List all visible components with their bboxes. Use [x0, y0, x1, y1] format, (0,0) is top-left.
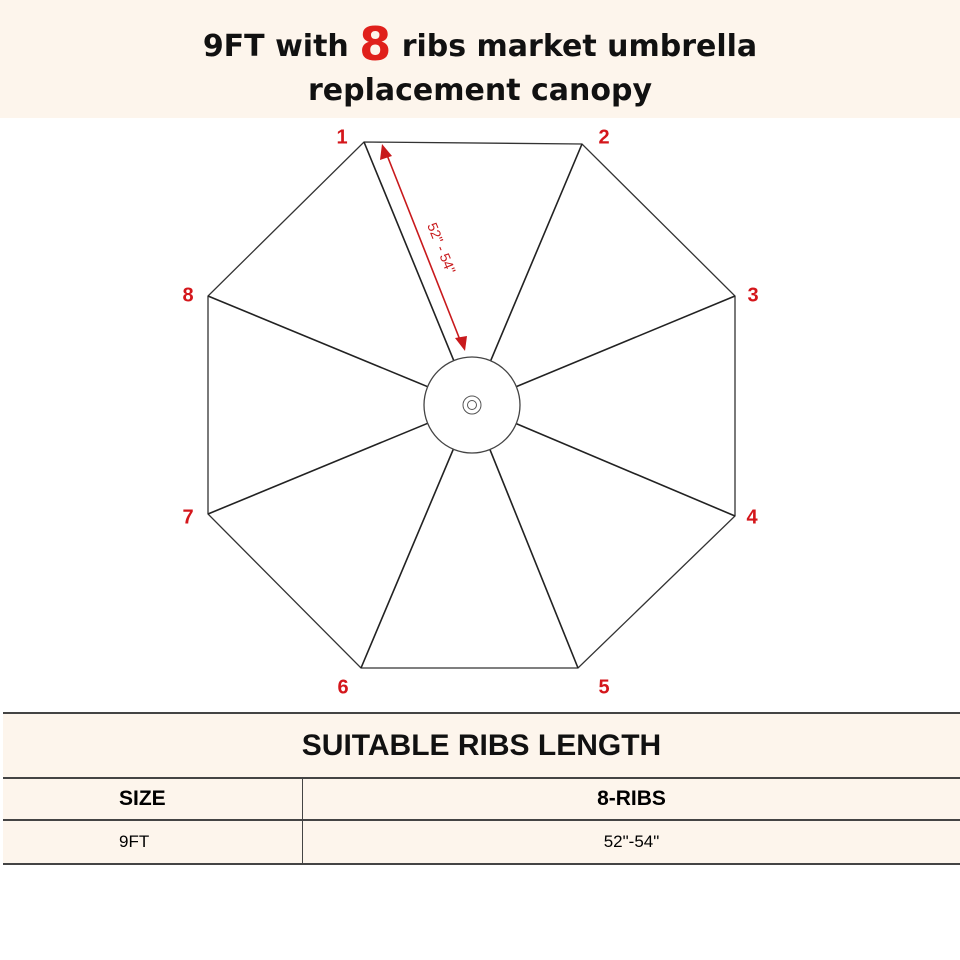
rib-number-label: 6	[337, 676, 348, 698]
measurement-arrow	[384, 149, 463, 346]
table-row: 9FT 52"-54"	[3, 821, 960, 865]
table-header-row: SIZE 8-RIBS	[3, 779, 960, 821]
title-banner: 9FT with 8 ribs market umbrella replacem…	[0, 0, 960, 118]
rib-number-label: 4	[746, 506, 758, 528]
measurement-label: 52" - 54"	[424, 220, 459, 276]
rib-number-label: 1	[336, 126, 347, 148]
arrow-head-bottom	[455, 336, 467, 351]
table-title: SUITABLE RIBS LENGTH	[3, 714, 960, 779]
rib-line	[516, 295, 736, 388]
cell-size: 9FT	[3, 821, 303, 863]
pole-inner-ring	[467, 400, 477, 410]
rib-line	[207, 295, 428, 388]
header-size: SIZE	[3, 779, 303, 819]
rib-line	[207, 422, 428, 515]
hub-circle	[423, 356, 521, 454]
arrow-head-top	[380, 144, 392, 160]
rib-line	[489, 449, 579, 669]
rib-number-label: 5	[598, 676, 609, 698]
rib-number-label: 2	[598, 126, 609, 148]
rib-line	[515, 422, 736, 517]
page-title: 9FT with 8 ribs market umbrella replacem…	[0, 0, 960, 113]
title-rib-count: 8	[359, 17, 392, 71]
rib-line	[363, 141, 455, 361]
rib-line	[360, 448, 455, 669]
ribs-length-table: SUITABLE RIBS LENGTH SIZE 8-RIBS 9FT 52"…	[3, 712, 960, 865]
title-text-end: ribs market umbrella	[391, 29, 758, 64]
rib-line	[489, 143, 583, 362]
rib-number-label: 7	[182, 506, 193, 528]
rib-number-label: 8	[182, 284, 193, 306]
rib-number-label: 3	[747, 284, 758, 306]
pole-outer-ring	[462, 395, 482, 415]
title-line-2: replacement canopy	[307, 73, 653, 108]
cell-length: 52"-54"	[603, 832, 660, 851]
umbrella-canopy-diagram: 1 2 3 4 5 6 7 8 52" - 54"	[182, 126, 758, 698]
header-ribs: 8-RIBS	[597, 787, 666, 810]
title-text: 9FT with	[202, 29, 360, 64]
